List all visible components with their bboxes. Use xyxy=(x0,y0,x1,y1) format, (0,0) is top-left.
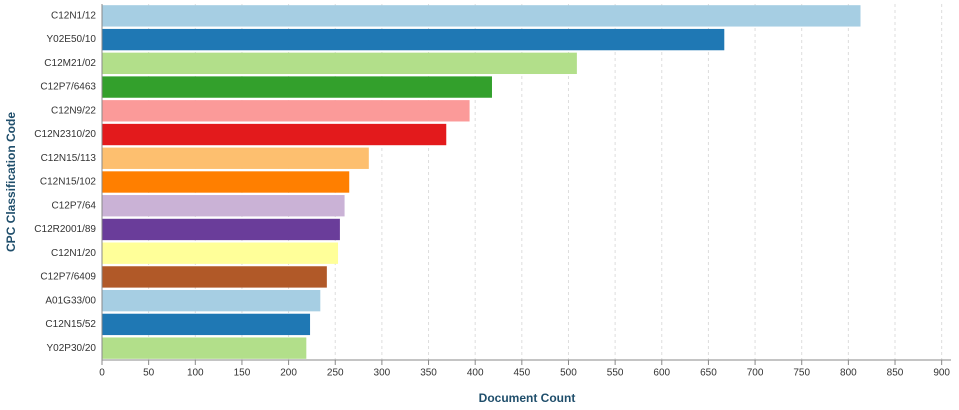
bar xyxy=(102,123,447,146)
y-tick-label: C12N15/102 xyxy=(40,177,97,188)
x-tick-label: 200 xyxy=(280,368,297,379)
y-tick-label: A01G33/00 xyxy=(45,295,96,306)
x-tick-label: 100 xyxy=(187,368,204,379)
y-tick-label: C12N1/12 xyxy=(51,11,96,22)
x-tick-label: 850 xyxy=(887,368,904,379)
bar xyxy=(102,5,861,27)
y-tick-label: C12P7/64 xyxy=(52,200,97,211)
x-tick-label: 300 xyxy=(374,368,391,379)
y-tick-label: C12P7/6463 xyxy=(40,82,96,93)
x-tick-label: 550 xyxy=(607,368,624,379)
y-tick-label: C12N1/20 xyxy=(51,248,96,259)
x-tick-label: 250 xyxy=(327,368,344,379)
x-tick-label: 450 xyxy=(513,368,530,379)
bar xyxy=(102,266,327,288)
y-tick-label: Y02E50/10 xyxy=(47,34,97,45)
bar xyxy=(102,337,307,359)
x-tick-label: 50 xyxy=(143,368,155,379)
bar xyxy=(102,195,345,217)
x-tick-label: 900 xyxy=(933,368,950,379)
x-tick-label: 800 xyxy=(840,368,857,379)
bar xyxy=(102,52,577,75)
bar xyxy=(102,242,339,264)
bar xyxy=(102,313,311,336)
y-tick-label: C12N15/113 xyxy=(41,153,97,164)
x-tick-label: 500 xyxy=(560,368,577,379)
bar xyxy=(102,171,350,193)
bar xyxy=(102,28,725,51)
bar xyxy=(102,289,321,312)
x-axis-title: Document Count xyxy=(479,391,576,405)
bar xyxy=(102,147,369,169)
bar xyxy=(102,76,492,98)
bar xyxy=(102,218,340,241)
x-tick-label: 150 xyxy=(234,368,251,379)
x-tick-label: 400 xyxy=(467,368,484,379)
x-tick-label: 750 xyxy=(793,368,810,379)
y-tick-label: C12N9/22 xyxy=(51,105,96,116)
y-tick-label: Y02P30/20 xyxy=(47,343,97,354)
x-tick-label: 650 xyxy=(700,368,717,379)
y-tick-label: C12N15/52 xyxy=(45,319,96,330)
y-tick-label: C12P7/6409 xyxy=(40,272,96,283)
x-tick-label: 600 xyxy=(653,368,670,379)
y-tick-label: C12R2001/89 xyxy=(34,224,96,235)
y-axis-title: CPC Classification Code xyxy=(4,112,18,252)
bar xyxy=(102,100,470,122)
y-tick-label: C12M21/02 xyxy=(44,58,96,69)
y-tick-label: C12N2310/20 xyxy=(34,129,96,140)
x-tick-label: 0 xyxy=(99,368,105,379)
x-tick-label: 700 xyxy=(747,368,764,379)
x-tick-label: 350 xyxy=(420,368,437,379)
